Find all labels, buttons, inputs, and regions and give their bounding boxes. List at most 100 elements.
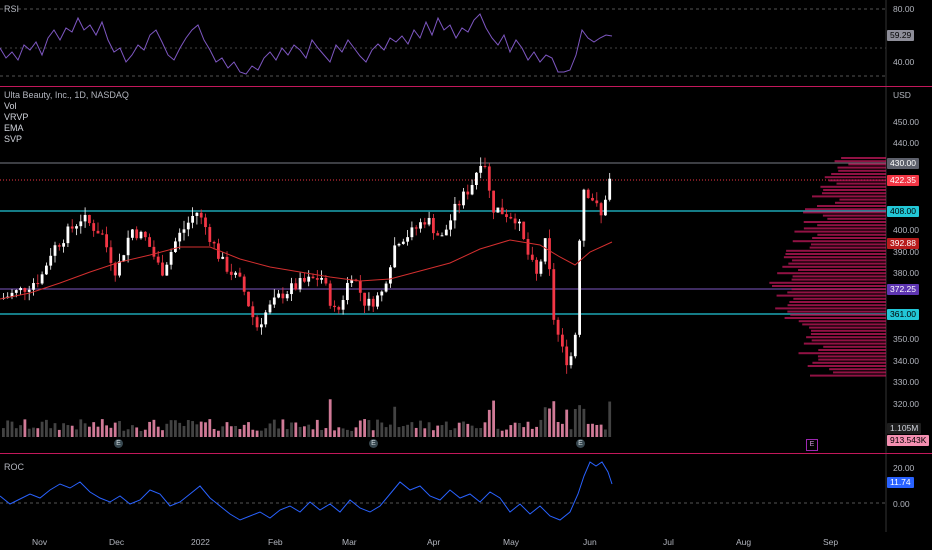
candle-body bbox=[565, 346, 569, 366]
volume-bar bbox=[453, 428, 457, 437]
tag-volume-avg: 1.105M bbox=[887, 423, 922, 434]
time-label-dec: Dec bbox=[109, 537, 125, 547]
candle-body bbox=[260, 324, 263, 328]
candle-body bbox=[307, 276, 311, 282]
indicator-vol[interactable]: Vol bbox=[4, 101, 17, 111]
volume-bar bbox=[414, 427, 418, 437]
time-axis[interactable]: Nov Dec 2022 Feb Mar Apr May Jun Jul Aug… bbox=[0, 532, 932, 550]
volume-bar bbox=[548, 408, 551, 437]
volume-bar bbox=[350, 430, 354, 437]
profile-bar bbox=[792, 240, 886, 243]
volume-bar bbox=[118, 421, 121, 437]
candle-body bbox=[182, 229, 186, 233]
candle-body bbox=[406, 237, 409, 242]
candle-body bbox=[195, 212, 199, 216]
candle-body bbox=[247, 291, 250, 307]
volume-bar bbox=[45, 419, 48, 437]
volume-bar bbox=[591, 423, 594, 437]
candle-body bbox=[131, 229, 134, 238]
volume-bar bbox=[457, 422, 461, 437]
price-pane[interactable]: Ulta Beauty, Inc., 1D, NASDAQ Vol VRVP E… bbox=[0, 87, 932, 453]
volume-bar bbox=[315, 419, 319, 437]
earnings-icon[interactable]: E bbox=[369, 439, 378, 448]
profile-bar bbox=[790, 313, 886, 316]
candle-body bbox=[88, 214, 91, 224]
volume-bar bbox=[161, 430, 164, 437]
candle-body bbox=[105, 234, 108, 248]
profile-bar bbox=[818, 349, 886, 351]
roc-scale-20: 20.00 bbox=[893, 463, 915, 473]
volume-bar bbox=[410, 422, 414, 437]
volume-bar bbox=[496, 428, 500, 437]
roc-pane[interactable]: ROC 20.00 0.00 11.74 bbox=[0, 454, 932, 532]
earnings-icon[interactable]: E bbox=[576, 439, 585, 448]
time-label-apr: Apr bbox=[427, 537, 441, 547]
candle-body bbox=[277, 293, 280, 298]
candle-body bbox=[298, 278, 302, 290]
volume-bar bbox=[36, 428, 40, 437]
candle-body bbox=[118, 261, 121, 276]
volume-bar bbox=[122, 430, 126, 437]
pane-divider-bottom[interactable] bbox=[0, 453, 932, 454]
tag-372: 372.25 bbox=[887, 284, 919, 295]
volume-bar bbox=[535, 426, 538, 437]
volume-bar bbox=[23, 419, 27, 437]
candle-body bbox=[397, 243, 401, 246]
symbol-title[interactable]: Ulta Beauty, Inc., 1D, NASDAQ bbox=[4, 90, 129, 100]
time-label-jul: Jul bbox=[663, 537, 674, 547]
indicator-svp[interactable]: SVP bbox=[4, 134, 23, 144]
rsi-pane[interactable]: RSI 80.00 40.00 59.29 bbox=[0, 0, 932, 86]
volume-bar bbox=[221, 426, 225, 437]
volume-bar bbox=[126, 429, 130, 437]
tag-361: 361.00 bbox=[887, 309, 919, 320]
profile-bar bbox=[792, 275, 886, 278]
candle-body bbox=[371, 298, 375, 307]
candle-body bbox=[148, 237, 151, 247]
profile-bar bbox=[788, 262, 886, 265]
volume-bar bbox=[19, 425, 22, 437]
price-scale-450: 450.00 bbox=[893, 117, 919, 127]
volume-bar bbox=[174, 420, 177, 437]
tag-430: 430.00 bbox=[887, 158, 919, 169]
profile-bar bbox=[836, 182, 886, 185]
volume-bar bbox=[40, 421, 44, 437]
profile-bar bbox=[812, 361, 886, 364]
pane-divider-top[interactable] bbox=[0, 86, 932, 87]
volume-bar bbox=[324, 428, 328, 437]
volume-bar bbox=[530, 428, 534, 437]
candle-body bbox=[83, 214, 87, 222]
volume-bar bbox=[436, 425, 440, 437]
volume-bar bbox=[264, 428, 268, 437]
volume-bar bbox=[242, 424, 246, 437]
rsi-chart bbox=[0, 0, 887, 86]
volume-bar bbox=[290, 422, 293, 437]
volume-bar bbox=[320, 429, 323, 437]
candle-body bbox=[414, 227, 418, 229]
candle-body bbox=[505, 214, 508, 217]
candle-body bbox=[328, 283, 332, 306]
profile-bar bbox=[821, 192, 886, 195]
candle-body bbox=[466, 191, 470, 195]
earnings-icon[interactable]: E bbox=[114, 439, 123, 448]
volume-bar bbox=[109, 427, 113, 437]
volume-bar bbox=[604, 429, 607, 437]
volume-bar bbox=[165, 423, 169, 437]
volume-bar bbox=[500, 430, 504, 437]
indicator-ema[interactable]: EMA bbox=[4, 123, 24, 133]
volume-bar bbox=[182, 426, 186, 437]
profile-bar bbox=[811, 329, 886, 332]
candle-body bbox=[32, 283, 35, 290]
volume-bar bbox=[281, 419, 285, 437]
profile-bar bbox=[805, 208, 886, 211]
candle-body bbox=[92, 223, 96, 231]
candle-body bbox=[496, 207, 500, 213]
volume-bar bbox=[543, 407, 547, 437]
volume-bar bbox=[255, 430, 259, 437]
candle-body bbox=[346, 282, 349, 301]
volume-bar bbox=[14, 428, 18, 437]
earnings-upcoming-icon[interactable]: E bbox=[806, 439, 818, 451]
candle-body bbox=[539, 261, 543, 274]
indicator-vrvp[interactable]: VRVP bbox=[4, 112, 29, 122]
profile-bar bbox=[828, 179, 886, 182]
price-scale-400: 400.00 bbox=[893, 225, 919, 235]
